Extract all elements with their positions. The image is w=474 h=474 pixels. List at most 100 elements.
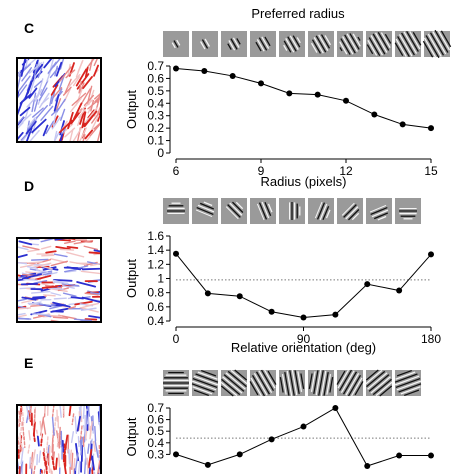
y-axis-label: Output <box>124 417 139 456</box>
stimulus-thumbnail <box>366 198 392 224</box>
data-point <box>173 250 179 257</box>
x-tick-label: 0 <box>173 332 180 346</box>
stimulus-thumbnail <box>337 198 363 224</box>
stimulus-thumbnail <box>308 369 334 397</box>
stimulus-thumbnail <box>422 29 452 59</box>
y-axis-label: Output <box>124 259 139 298</box>
chart-panel-e: 0.30.40.50.60.7 Output <box>124 401 434 469</box>
data-point <box>371 111 378 118</box>
y-tick-label: 1.6 <box>147 229 164 243</box>
data-point <box>258 80 264 87</box>
data-point <box>229 72 236 79</box>
data-point <box>428 452 434 459</box>
x-tick-label: 15 <box>424 164 438 178</box>
stimulus-thumbnail <box>249 369 277 397</box>
data-point <box>428 125 434 132</box>
chart-relative-orientation: 0.40.60.811.21.41.6 0 90 180 Relative orient… <box>124 229 441 355</box>
data-point <box>300 314 307 321</box>
stimulus-thumbnail <box>192 198 218 224</box>
stimulus-thumbnail <box>395 198 421 224</box>
x-axis-label: Relative orientation (deg) <box>231 340 376 355</box>
x-tick-label: 6 <box>173 164 180 178</box>
stimulus-thumbnail <box>279 31 305 57</box>
stimulus-thumbnail <box>163 370 189 396</box>
receptive-field-frame-d <box>16 237 102 323</box>
x-tick-label: 12 <box>339 164 353 178</box>
y-tick-label: 0.4 <box>147 314 164 328</box>
chart-preferred-radius: 00.10.20.30.40.50.60.7 6 9 12 15 Radius (pixe… <box>124 59 438 189</box>
stimulus-thumbnail <box>308 31 334 57</box>
stimulus-thumbnail <box>279 369 305 397</box>
receptive-field-image-e <box>17 405 101 474</box>
y-tick-label: 0 <box>157 146 164 160</box>
y-tick-label: 0.5 <box>147 424 164 438</box>
data-point <box>396 452 403 459</box>
y-tick-label: 0.3 <box>147 109 164 123</box>
stimulus-thumbnail <box>337 31 363 57</box>
data-point <box>343 97 349 104</box>
stimulus-thumbnail <box>191 369 219 397</box>
data-point <box>204 461 211 468</box>
y-tick-label: 0.5 <box>147 84 164 98</box>
stimulus-thumbnail <box>221 198 247 224</box>
data-point <box>236 293 243 300</box>
y-tick-label: 0.8 <box>147 286 164 300</box>
stimulus-thumbnail <box>250 198 276 224</box>
receptive-field-image-d <box>17 238 101 322</box>
receptive-field-frame-e <box>16 404 102 474</box>
stimulus-thumbnail <box>366 31 392 57</box>
y-tick-label: 1.4 <box>147 243 164 257</box>
x-tick-label: 90 <box>297 332 311 346</box>
stimulus-thumbnail <box>279 198 305 224</box>
y-tick-label: 0.6 <box>147 300 164 314</box>
receptive-field-frame-c <box>16 57 102 143</box>
data-point <box>173 65 179 72</box>
stimulus-thumbnails-e <box>163 369 422 397</box>
panel-c-heading: Preferred radius <box>251 6 345 21</box>
data-point <box>364 281 371 288</box>
stimulus-thumbnail <box>336 369 364 397</box>
data-point <box>332 405 339 411</box>
panel-letter-d: D <box>24 178 34 194</box>
data-point <box>286 90 293 97</box>
data-point <box>173 451 179 458</box>
y-tick-label: 1.2 <box>147 257 164 271</box>
panel-letter-e: E <box>24 355 33 371</box>
stimulus-thumbnail <box>192 31 218 57</box>
data-point <box>399 121 406 128</box>
data-point <box>364 463 371 469</box>
stimulus-thumbnail <box>365 369 393 397</box>
data-point <box>204 290 211 297</box>
data-point <box>428 251 434 258</box>
data-point <box>332 311 339 318</box>
data-point <box>236 451 243 458</box>
stimulus-thumbnail <box>163 198 189 224</box>
data-point <box>268 308 275 315</box>
stimulus-thumbnail <box>394 30 422 58</box>
y-tick-label: 0.2 <box>147 121 164 135</box>
stimulus-thumbnails-d <box>163 198 421 224</box>
stimulus-thumbnail <box>250 31 276 57</box>
y-tick-label: 0.3 <box>147 447 164 461</box>
y-tick-label: 1 <box>157 272 164 286</box>
y-tick-label: 0.7 <box>147 59 164 73</box>
x-tick-label: 9 <box>258 164 265 178</box>
y-tick-label: 0.1 <box>147 134 164 148</box>
stimulus-thumbnail <box>394 369 422 397</box>
data-point <box>300 423 307 430</box>
data-point <box>314 91 321 98</box>
series-line <box>175 67 432 129</box>
stimulus-thumbnail <box>220 369 248 397</box>
series-line <box>175 253 432 318</box>
y-tick-label: 0.6 <box>147 413 164 427</box>
y-tick-label: 0.4 <box>147 436 164 450</box>
y-tick-label: 0.6 <box>147 71 164 85</box>
stimulus-thumbnail <box>308 198 334 224</box>
panel-letter-c: C <box>24 20 34 36</box>
stimulus-thumbnail <box>221 31 247 57</box>
data-point <box>201 67 208 74</box>
y-axis-label: Output <box>124 90 139 129</box>
stimulus-thumbnails-c <box>163 29 452 59</box>
y-tick-label: 0.7 <box>147 401 164 415</box>
